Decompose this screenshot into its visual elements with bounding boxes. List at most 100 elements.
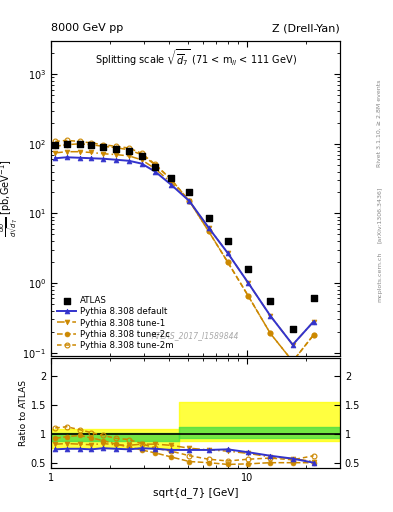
ATLAS xyxy=(245,265,252,273)
Text: mcplots.cern.ch: mcplots.cern.ch xyxy=(377,251,382,302)
ATLAS xyxy=(138,152,145,160)
Pythia 8.308 tune-1 xyxy=(114,152,118,158)
Pythia 8.308 tune-1 xyxy=(64,148,69,155)
Pythia 8.308 tune-2m xyxy=(89,140,94,146)
Pythia 8.308 tune-2m xyxy=(311,332,316,338)
ATLAS xyxy=(168,174,174,182)
Pythia 8.308 tune-1 xyxy=(101,151,106,157)
ATLAS xyxy=(267,297,274,305)
Text: 8000 GeV pp: 8000 GeV pp xyxy=(51,23,123,33)
Pythia 8.308 default xyxy=(311,318,316,325)
Pythia 8.308 tune-1 xyxy=(89,150,94,156)
Pythia 8.308 tune-2m xyxy=(127,145,131,151)
Pythia 8.308 tune-2c xyxy=(206,228,211,234)
Pythia 8.308 tune-2m xyxy=(64,137,69,143)
Pythia 8.308 default xyxy=(139,160,144,166)
Pythia 8.308 tune-2c xyxy=(114,144,118,151)
Pythia 8.308 default xyxy=(89,155,94,161)
Pythia 8.308 tune-2c xyxy=(311,332,316,338)
Pythia 8.308 tune-1 xyxy=(187,198,192,204)
Pythia 8.308 tune-2c xyxy=(187,198,192,204)
Pythia 8.308 tune-2c xyxy=(139,152,144,158)
Pythia 8.308 default xyxy=(169,181,173,187)
Pythia 8.308 tune-2c xyxy=(89,142,94,148)
Pythia 8.308 tune-2m xyxy=(139,150,144,156)
Pythia 8.308 tune-2c xyxy=(290,358,295,365)
Pythia 8.308 tune-2c xyxy=(77,141,82,147)
Pythia 8.308 default xyxy=(64,154,69,160)
Pythia 8.308 default xyxy=(187,198,192,204)
Pythia 8.308 tune-1 xyxy=(127,153,131,159)
ATLAS xyxy=(186,188,193,197)
ATLAS xyxy=(88,141,94,150)
Pythia 8.308 tune-2m xyxy=(187,198,192,204)
Text: ATLAS_2017_I1589844: ATLAS_2017_I1589844 xyxy=(152,331,239,340)
Pythia 8.308 default xyxy=(101,156,106,162)
ATLAS xyxy=(113,144,119,153)
Pythia 8.308 default xyxy=(246,280,251,286)
Legend: ATLAS, Pythia 8.308 default, Pythia 8.308 tune-1, Pythia 8.308 tune-2c, Pythia 8: ATLAS, Pythia 8.308 default, Pythia 8.30… xyxy=(55,294,175,352)
Pythia 8.308 tune-2m xyxy=(101,142,106,148)
Pythia 8.308 default xyxy=(114,157,118,163)
Pythia 8.308 tune-1 xyxy=(206,225,211,231)
Pythia 8.308 tune-1 xyxy=(53,150,58,156)
ATLAS xyxy=(152,162,158,170)
Line: Pythia 8.308 tune-2c: Pythia 8.308 tune-2c xyxy=(53,141,316,364)
Pythia 8.308 tune-2m xyxy=(53,138,58,144)
Pythia 8.308 tune-2m xyxy=(268,330,273,336)
Pythia 8.308 tune-2m xyxy=(290,358,295,365)
Pythia 8.308 tune-2m xyxy=(169,176,173,182)
Pythia 8.308 tune-2m xyxy=(225,259,230,265)
Pythia 8.308 tune-2c xyxy=(53,143,58,150)
Pythia 8.308 tune-2c xyxy=(152,162,157,168)
ATLAS xyxy=(52,141,59,150)
Pythia 8.308 tune-2m xyxy=(77,138,82,144)
Text: Z (Drell-Yan): Z (Drell-Yan) xyxy=(272,23,340,33)
Y-axis label: $\frac{d\sigma}{d\sqrt{d_7}}$ [pb,GeV$^{-1}$]: $\frac{d\sigma}{d\sqrt{d_7}}$ [pb,GeV$^{… xyxy=(0,160,21,237)
Pythia 8.308 default xyxy=(268,313,273,319)
ATLAS xyxy=(77,140,83,148)
Pythia 8.308 tune-1 xyxy=(268,313,273,319)
X-axis label: sqrt{d_7} [GeV]: sqrt{d_7} [GeV] xyxy=(153,487,238,498)
ATLAS xyxy=(224,237,231,245)
ATLAS xyxy=(206,214,212,222)
ATLAS xyxy=(290,325,296,333)
ATLAS xyxy=(126,146,132,155)
Pythia 8.308 tune-2m xyxy=(152,161,157,167)
ATLAS xyxy=(63,140,70,148)
Pythia 8.308 default xyxy=(53,155,58,161)
Line: Pythia 8.308 tune-2m: Pythia 8.308 tune-2m xyxy=(53,138,316,364)
Pythia 8.308 default xyxy=(77,155,82,161)
Text: Splitting scale $\sqrt{\overline{d}_7}$ (71 < m$_{ll}$ < 111 GeV): Splitting scale $\sqrt{\overline{d}_7}$ … xyxy=(95,47,296,68)
Text: [arXiv:1306.3436]: [arXiv:1306.3436] xyxy=(377,187,382,243)
Line: Pythia 8.308 tune-1: Pythia 8.308 tune-1 xyxy=(53,150,316,347)
Y-axis label: Ratio to ATLAS: Ratio to ATLAS xyxy=(19,380,28,446)
Pythia 8.308 default xyxy=(290,342,295,348)
Pythia 8.308 tune-2c xyxy=(127,147,131,153)
Pythia 8.308 tune-2c xyxy=(101,143,106,150)
ATLAS xyxy=(310,294,317,303)
Text: Rivet 3.1.10, ≥ 2.8M events: Rivet 3.1.10, ≥ 2.8M events xyxy=(377,79,382,166)
Pythia 8.308 default xyxy=(152,168,157,175)
Pythia 8.308 tune-2m xyxy=(114,143,118,150)
ATLAS xyxy=(100,143,107,151)
Pythia 8.308 tune-2c xyxy=(225,259,230,265)
Pythia 8.308 default xyxy=(206,225,211,231)
Pythia 8.308 tune-2c xyxy=(64,142,69,148)
Pythia 8.308 tune-1 xyxy=(225,250,230,256)
Pythia 8.308 tune-1 xyxy=(77,148,82,155)
Pythia 8.308 tune-2m xyxy=(246,293,251,299)
Line: Pythia 8.308 default: Pythia 8.308 default xyxy=(53,155,316,347)
Pythia 8.308 tune-2c xyxy=(246,293,251,299)
Pythia 8.308 tune-1 xyxy=(246,280,251,286)
Pythia 8.308 tune-2m xyxy=(206,228,211,234)
Pythia 8.308 tune-1 xyxy=(139,157,144,163)
Pythia 8.308 tune-2c xyxy=(268,330,273,336)
Pythia 8.308 tune-1 xyxy=(152,165,157,172)
Pythia 8.308 tune-2c xyxy=(169,176,173,182)
Pythia 8.308 tune-1 xyxy=(169,179,173,185)
Pythia 8.308 tune-1 xyxy=(290,342,295,348)
Pythia 8.308 default xyxy=(225,250,230,256)
Pythia 8.308 tune-1 xyxy=(311,318,316,325)
Pythia 8.308 default xyxy=(127,158,131,164)
